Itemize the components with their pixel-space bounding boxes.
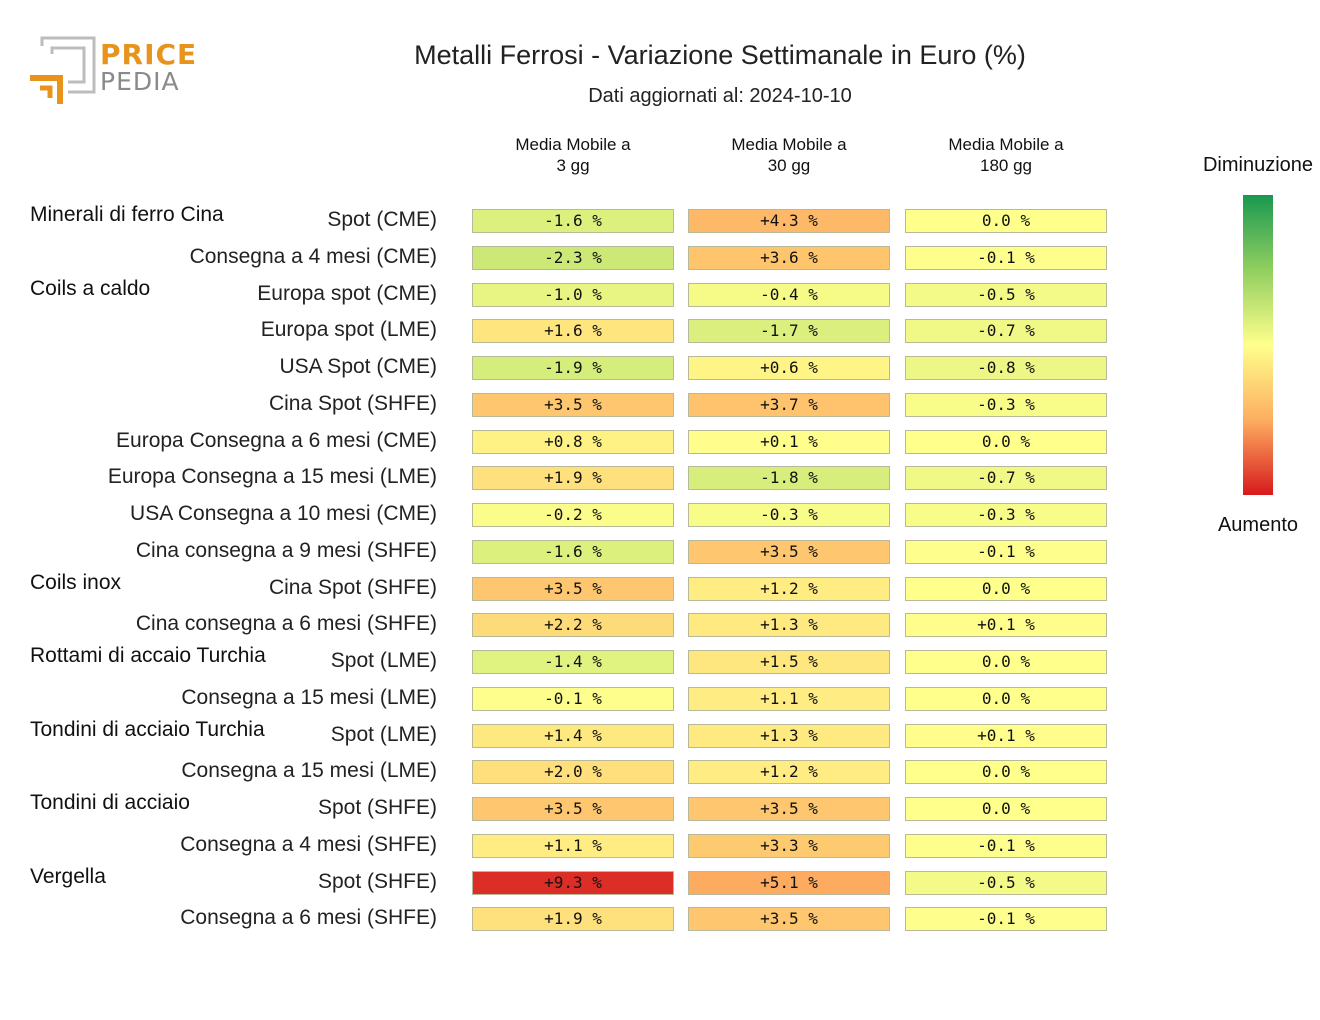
row-label: Spot (LME) [330,722,437,746]
value-cell: +1.5 % [688,650,890,674]
value-cell: -2.3 % [472,245,674,270]
value-cell: +0.6 % [688,356,890,380]
logo-text-price: PRICE [100,38,198,71]
value-cell: +9.3 % [472,870,674,895]
row-label: Cina consegna a 6 mesi (SHFE) [135,612,437,636]
value-cell: 0.0 % [905,760,1107,785]
value-cell: -0.1 % [905,907,1107,932]
value-cell: +1.9 % [472,907,674,932]
value-cell: +1.3 % [688,723,890,748]
value-cell: -1.7 % [688,319,890,344]
value-cell: -0.7 % [905,319,1107,344]
row-label: Consegna a 4 mesi (CME) [189,244,437,268]
value-cell: +3.7 % [688,392,890,417]
value-cell: +1.2 % [688,760,890,785]
value-cell: +1.2 % [688,576,890,601]
value-cell: +2.0 % [472,760,674,785]
row-label: Spot (SHFE) [317,796,437,819]
value-cell: 0.0 % [905,797,1107,821]
row-label: Consegna a 15 mesi (LME) [181,759,437,783]
value-cell: +3.3 % [688,833,890,858]
row-label: Europa Consegna a 15 mesi (LME) [107,465,437,489]
value-cell: +1.1 % [688,686,890,711]
legend-color-bar [1243,195,1273,495]
chart-title: Metalli Ferrosi - Variazione Settimanale… [414,40,1026,70]
row-label: USA Spot (CME) [279,355,437,378]
value-cell: 0.0 % [905,209,1107,233]
value-cell: -0.5 % [905,870,1107,895]
logo-text-pedia: PEDIA [100,67,180,96]
value-cell: -0.5 % [905,282,1107,307]
value-cell: -0.3 % [688,503,890,527]
legend-top-label: Diminuzione [1202,154,1314,176]
row-label: Cina Spot (SHFE) [268,391,437,415]
value-cell: -1.0 % [472,282,674,307]
value-cell: +4.3 % [688,209,890,233]
row-label: Europa spot (LME) [260,318,437,342]
column-header: Media Mobile a 180 gg [948,135,1064,175]
row-label: Consegna a 6 mesi (SHFE) [180,906,437,930]
value-cell: -0.1 % [905,245,1107,270]
value-cell: -0.8 % [905,356,1107,380]
logo-mark [30,36,96,104]
row-label: Cina consegna a 9 mesi (SHFE) [135,538,437,562]
legend-bottom-label: Aumento [1217,514,1299,536]
value-cell: 0.0 % [905,650,1107,674]
value-cell: +1.4 % [472,723,674,748]
group-label: Vergella [30,864,106,888]
value-cell: +2.2 % [472,613,674,638]
value-cell: +1.6 % [472,319,674,344]
pricepedia-logo: PRICE PEDIA [28,36,196,112]
value-cell: -1.6 % [472,209,674,233]
value-cell: 0.0 % [905,429,1107,454]
value-cell: +3.5 % [688,907,890,932]
value-cell: +3.5 % [472,797,674,821]
row-label: Consegna a 4 mesi (SHFE) [180,832,437,856]
value-cell: +0.8 % [472,429,674,454]
value-cell: +3.5 % [472,576,674,601]
value-cell: 0.0 % [905,576,1107,601]
row-label: Spot (CME) [327,208,437,231]
group-label: Tondini di acciaio Turchia [30,717,265,741]
row-label: Consegna a 15 mesi (LME) [181,685,437,709]
row-label: Spot (SHFE) [317,869,437,893]
value-cell: +3.5 % [688,539,890,564]
row-label: Spot (LME) [330,649,437,672]
value-cell: +1.1 % [472,833,674,858]
value-cell: +0.1 % [905,723,1107,748]
value-cell: +3.5 % [688,797,890,821]
row-label: USA Consegna a 10 mesi (CME) [130,502,437,525]
value-cell: +3.5 % [472,392,674,417]
group-label: Rottami di accaio Turchia [30,644,266,667]
group-label: Coils a caldo [30,276,151,300]
group-label: Coils inox [30,570,122,594]
value-cell: -0.1 % [472,686,674,711]
row-label: Cina Spot (SHFE) [268,575,437,599]
value-cell: -0.7 % [905,466,1107,491]
value-cell: -0.3 % [905,392,1107,417]
chart-subtitle: Dati aggiornati al: 2024-10-10 [588,85,852,107]
value-cell: -1.9 % [472,356,674,380]
group-label: Tondini di acciaio [30,791,190,814]
value-cell: +3.6 % [688,245,890,270]
value-cell: -0.4 % [688,282,890,307]
value-cell: -0.3 % [905,503,1107,527]
value-cell: +0.1 % [688,429,890,454]
column-header: Media Mobile a 30 gg [731,135,847,175]
value-cell: -1.6 % [472,539,674,564]
value-cell: +1.9 % [472,466,674,491]
value-cell: -1.8 % [688,466,890,491]
value-cell: -1.4 % [472,650,674,674]
row-label: Europa spot (CME) [257,281,437,305]
value-cell: -0.2 % [472,503,674,527]
value-cell: +5.1 % [688,870,890,895]
value-cell: +0.1 % [905,613,1107,638]
value-cell: -0.1 % [905,833,1107,858]
row-label: Europa Consegna a 6 mesi (CME) [116,428,437,452]
group-label: Minerali di ferro Cina [30,203,224,226]
value-cell: -0.1 % [905,539,1107,564]
value-cell: 0.0 % [905,686,1107,711]
value-cell: +1.3 % [688,613,890,638]
